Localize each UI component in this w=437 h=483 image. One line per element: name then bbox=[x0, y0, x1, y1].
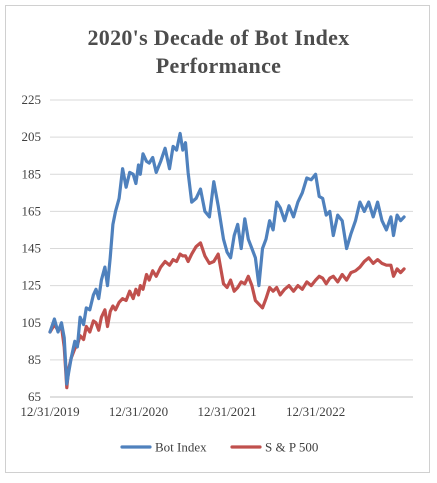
y-tick-label: 85 bbox=[28, 352, 41, 367]
series-line-1 bbox=[48, 241, 406, 390]
y-tick-label: 225 bbox=[22, 92, 42, 107]
chart-title-line-2: Performance bbox=[155, 53, 282, 78]
y-tick-label: 65 bbox=[28, 389, 41, 404]
y-tick-label: 105 bbox=[22, 315, 42, 330]
legend-label-1: S & P 500 bbox=[265, 440, 318, 455]
x-tick-label: 12/31/2019 bbox=[20, 404, 79, 419]
y-tick-label: 205 bbox=[22, 129, 42, 144]
series-line-0 bbox=[48, 131, 406, 386]
x-tick-label: 12/31/2020 bbox=[109, 404, 168, 419]
y-tick-label: 185 bbox=[22, 166, 42, 181]
x-tick-label: 12/31/2022 bbox=[286, 404, 345, 419]
y-axis-ticks: 65 85 105 125 145 165 185 205 225 bbox=[22, 92, 42, 404]
y-tick-label: 125 bbox=[22, 278, 42, 293]
chart-title-line-1: 2020's Decade of Bot Index bbox=[87, 25, 350, 50]
x-axis: 12/31/2019 12/31/2020 12/31/2021 12/31/2022 bbox=[20, 396, 413, 419]
y-tick-label: 165 bbox=[22, 203, 42, 218]
chart-frame bbox=[5, 5, 430, 473]
series-lines bbox=[48, 131, 406, 390]
chart-title: 2020's Decade of Bot Index Performance bbox=[0, 24, 437, 80]
gridlines bbox=[50, 99, 413, 361]
legend: Bot Index S & P 500 bbox=[120, 440, 318, 455]
y-tick-label: 145 bbox=[22, 241, 42, 256]
x-tick-label: 12/31/2021 bbox=[197, 404, 256, 419]
legend-label-0: Bot Index bbox=[155, 440, 207, 455]
